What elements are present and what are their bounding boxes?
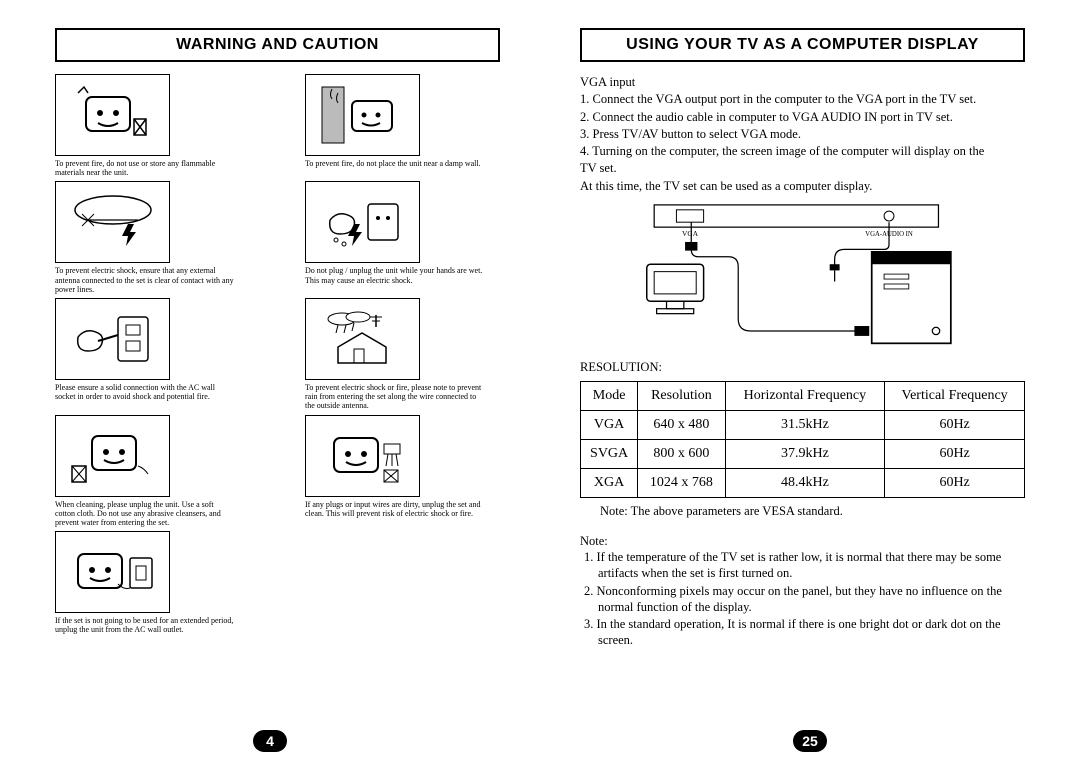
intro-line: 4. Turning on the computer, the screen i…	[580, 143, 1025, 159]
cleaning-unplug-icon	[55, 415, 170, 497]
table-cell: 48.4kHz	[725, 468, 885, 497]
warn-caption: To prevent electric shock, ensure that a…	[55, 266, 235, 294]
table-cell: SVGA	[581, 439, 638, 468]
warn-caption: When cleaning, please unplug the unit. U…	[55, 500, 235, 528]
table-cell: 800 x 600	[638, 439, 725, 468]
table-row: XGA 1024 x 768 48.4kHz 60Hz	[581, 468, 1025, 497]
warn-caption: To prevent fire, do not place the unit n…	[305, 159, 485, 168]
table-note: Note: The above parameters are VESA stan…	[580, 504, 1025, 519]
table-cell: 60Hz	[885, 410, 1025, 439]
table-cell: 640 x 480	[638, 410, 725, 439]
vga-instructions: VGA input 1. Connect the VGA output port…	[580, 74, 1025, 194]
warn-item: Do not plug / unplug the unit while your…	[305, 181, 485, 294]
warn-caption: To prevent electric shock or fire, pleas…	[305, 383, 485, 411]
warn-item: If any plugs or input wires are dirty, u…	[305, 415, 485, 528]
rain-antenna-house-icon	[305, 298, 420, 380]
wet-hands-plug-icon	[305, 181, 420, 263]
note-item: 3. In the standard operation, It is norm…	[580, 616, 1025, 649]
table-cell: 1024 x 768	[638, 468, 725, 497]
table-header: Vertical Frequency	[885, 381, 1025, 410]
warn-caption: To prevent fire, do not use or store any…	[55, 159, 235, 177]
note-item: 2. Nonconforming pixels may occur on the…	[580, 583, 1025, 616]
table-cell: 37.9kHz	[725, 439, 885, 468]
vga-connection-diagram-icon: VGA VGA-AUDIO IN	[580, 206, 1025, 346]
warn-item: If the set is not going to be used for a…	[55, 531, 235, 634]
page-4: WARNING AND CAUTION To prevent fire, do …	[0, 0, 540, 766]
tv-flammable-icon	[55, 74, 170, 156]
warn-item: When cleaning, please unplug the unit. U…	[55, 415, 235, 528]
table-header-row: Mode Resolution Horizontal Frequency Ver…	[581, 381, 1025, 410]
table-row: VGA 640 x 480 31.5kHz 60Hz	[581, 410, 1025, 439]
note-item: 1. If the temperature of the TV set is r…	[580, 549, 1025, 582]
warn-caption: Do not plug / unplug the unit while your…	[305, 266, 485, 284]
table-cell: 60Hz	[885, 439, 1025, 468]
table-cell: VGA	[581, 410, 638, 439]
antenna-powerline-icon	[55, 181, 170, 263]
table-row: SVGA 800 x 600 37.9kHz 60Hz	[581, 439, 1025, 468]
warn-item: To prevent electric shock or fire, pleas…	[305, 298, 485, 411]
warn-item: To prevent fire, do not place the unit n…	[305, 74, 485, 177]
notes-header: Note:	[580, 533, 1025, 549]
intro-line: At this time, the TV set can be used as …	[580, 178, 1025, 194]
ac-socket-icon	[55, 298, 170, 380]
page-25: USING YOUR TV AS A COMPUTER DISPLAY VGA …	[540, 0, 1080, 766]
intro-line: 3. Press TV/AV button to select VGA mode…	[580, 126, 1025, 142]
resolution-table: Mode Resolution Horizontal Frequency Ver…	[580, 381, 1025, 498]
dirty-plug-clean-icon	[305, 415, 420, 497]
table-cell: 60Hz	[885, 468, 1025, 497]
intro-line: TV set.	[580, 160, 1025, 176]
extended-unplug-icon	[55, 531, 170, 613]
notes-block: Note: 1. If the temperature of the TV se…	[580, 533, 1025, 649]
table-header: Mode	[581, 381, 638, 410]
page-number-right: 25	[793, 730, 827, 752]
table-header: Horizontal Frequency	[725, 381, 885, 410]
page-number-left: 4	[253, 730, 287, 752]
warn-item: To prevent electric shock, ensure that a…	[55, 181, 235, 294]
svg-text:VGA: VGA	[682, 229, 699, 238]
right-header: USING YOUR TV AS A COMPUTER DISPLAY	[580, 28, 1025, 62]
intro-line: 2. Connect the audio cable in computer t…	[580, 109, 1025, 125]
warning-grid: To prevent fire, do not use or store any…	[55, 74, 500, 634]
intro-line: VGA input	[580, 74, 1025, 90]
warn-caption: Please ensure a solid connection with th…	[55, 383, 235, 401]
warn-item: Please ensure a solid connection with th…	[55, 298, 235, 411]
table-cell: XGA	[581, 468, 638, 497]
warn-item: To prevent fire, do not use or store any…	[55, 74, 235, 177]
intro-line: 1. Connect the VGA output port in the co…	[580, 91, 1025, 107]
table-cell: 31.5kHz	[725, 410, 885, 439]
warn-caption: If any plugs or input wires are dirty, u…	[305, 500, 485, 518]
tv-damp-wall-icon	[305, 74, 420, 156]
resolution-label: RESOLUTION:	[580, 360, 1025, 375]
left-header: WARNING AND CAUTION	[55, 28, 500, 62]
table-header: Resolution	[638, 381, 725, 410]
warn-caption: If the set is not going to be used for a…	[55, 616, 235, 634]
